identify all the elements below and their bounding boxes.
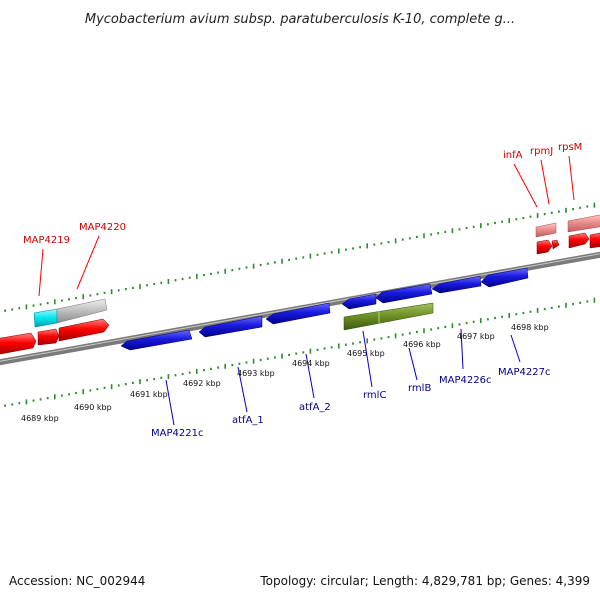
scale-label: 4692 kbp	[183, 379, 221, 388]
leader-MAP4220	[76, 235, 100, 290]
leader-MAP4219	[38, 248, 44, 297]
label-infA[interactable]: infA	[503, 150, 523, 161]
gene-MAP4219-highlight[interactable]	[33, 308, 58, 328]
scale-label: 4695 kbp	[347, 349, 385, 358]
label-MAP4220[interactable]: MAP4220	[79, 222, 126, 233]
gene-rpmJ[interactable]	[551, 239, 560, 250]
label-rmlC[interactable]: rmlC	[363, 390, 386, 401]
gene-MAP4226c[interactable]	[431, 275, 482, 294]
label-MAP4226c[interactable]: MAP4226c	[439, 375, 491, 386]
gene-infA[interactable]	[536, 239, 553, 255]
label-rmlB[interactable]: rmlB	[408, 383, 431, 394]
forward-gene-labels: MAP4219 MAP4220 infA rpmJ rpsM	[23, 142, 582, 297]
leader-atfA_1	[237, 366, 248, 413]
label-atfA_2[interactable]: atfA_2	[299, 402, 331, 413]
scale-label: 4689 kbp	[21, 414, 59, 423]
scale-label: 4697 kbp	[457, 332, 495, 341]
label-MAP4221c[interactable]: MAP4221c	[151, 428, 203, 439]
gene-forward-3[interactable]	[58, 318, 110, 342]
leader-infA	[513, 163, 538, 208]
map-title: Mycobacterium avium subsp. paratuberculo…	[85, 12, 515, 27]
feature-rml-operon[interactable]	[343, 302, 434, 331]
forward-ruler	[4, 202, 596, 312]
gene-atfA_1[interactable]	[198, 315, 263, 338]
leader-MAP4227c	[510, 334, 521, 363]
gene-infA-faded[interactable]	[535, 222, 557, 238]
reverse-ruler	[4, 297, 596, 407]
leader-MAP4226c	[460, 328, 464, 370]
gene-forward-2[interactable]	[37, 328, 60, 346]
leader-rmlC	[362, 330, 373, 388]
gene-forward-1[interactable]	[0, 332, 37, 355]
scale-label: 4694 kbp	[292, 359, 330, 368]
gene-MAP4227c[interactable]	[480, 267, 529, 288]
gene-track	[0, 214, 600, 355]
scale-label: 4690 kbp	[74, 403, 112, 412]
gene-rmlC[interactable]	[341, 293, 377, 310]
leader-rpmJ	[540, 159, 550, 205]
label-MAP4227c[interactable]: MAP4227c	[498, 367, 550, 378]
gene-atfA_2[interactable]	[265, 302, 331, 325]
scale-labels: 4689 kbp 4690 kbp 4691 kbp 4692 kbp 4693 kbp…	[21, 323, 549, 423]
scale-label: 4693 kbp	[237, 369, 275, 378]
leader-atfA_2	[305, 353, 315, 399]
gene-rpsM-faded[interactable]	[567, 214, 600, 233]
leader-rpsM	[568, 155, 575, 201]
scale-label: 4696 kbp	[403, 340, 441, 349]
label-rpsM[interactable]: rpsM	[558, 142, 582, 153]
scale-label: 4691 kbp	[130, 390, 168, 399]
accession-text: Accession: NC_002944	[9, 574, 145, 588]
gene-rpsK[interactable]	[589, 232, 600, 249]
gene-MAP4220-pseudo[interactable]	[56, 298, 108, 324]
leader-rmlB	[408, 347, 418, 381]
label-MAP4219[interactable]: MAP4219	[23, 235, 70, 246]
label-atfA_1[interactable]: atfA_1	[232, 415, 264, 426]
gene-MAP4221c[interactable]	[120, 329, 193, 351]
genome-summary: Topology: circular; Length: 4,829,781 bp…	[259, 574, 590, 588]
label-rpmJ[interactable]: rpmJ	[530, 146, 553, 157]
gene-rmlB[interactable]	[375, 283, 433, 304]
leader-MAP4221c	[165, 379, 175, 426]
scale-label: 4698 kbp	[511, 323, 549, 332]
gene-rpsM[interactable]	[568, 232, 590, 249]
reverse-gene-labels: MAP4221c atfA_1 atfA_2 rmlC rmlB MAP4226…	[151, 328, 550, 439]
